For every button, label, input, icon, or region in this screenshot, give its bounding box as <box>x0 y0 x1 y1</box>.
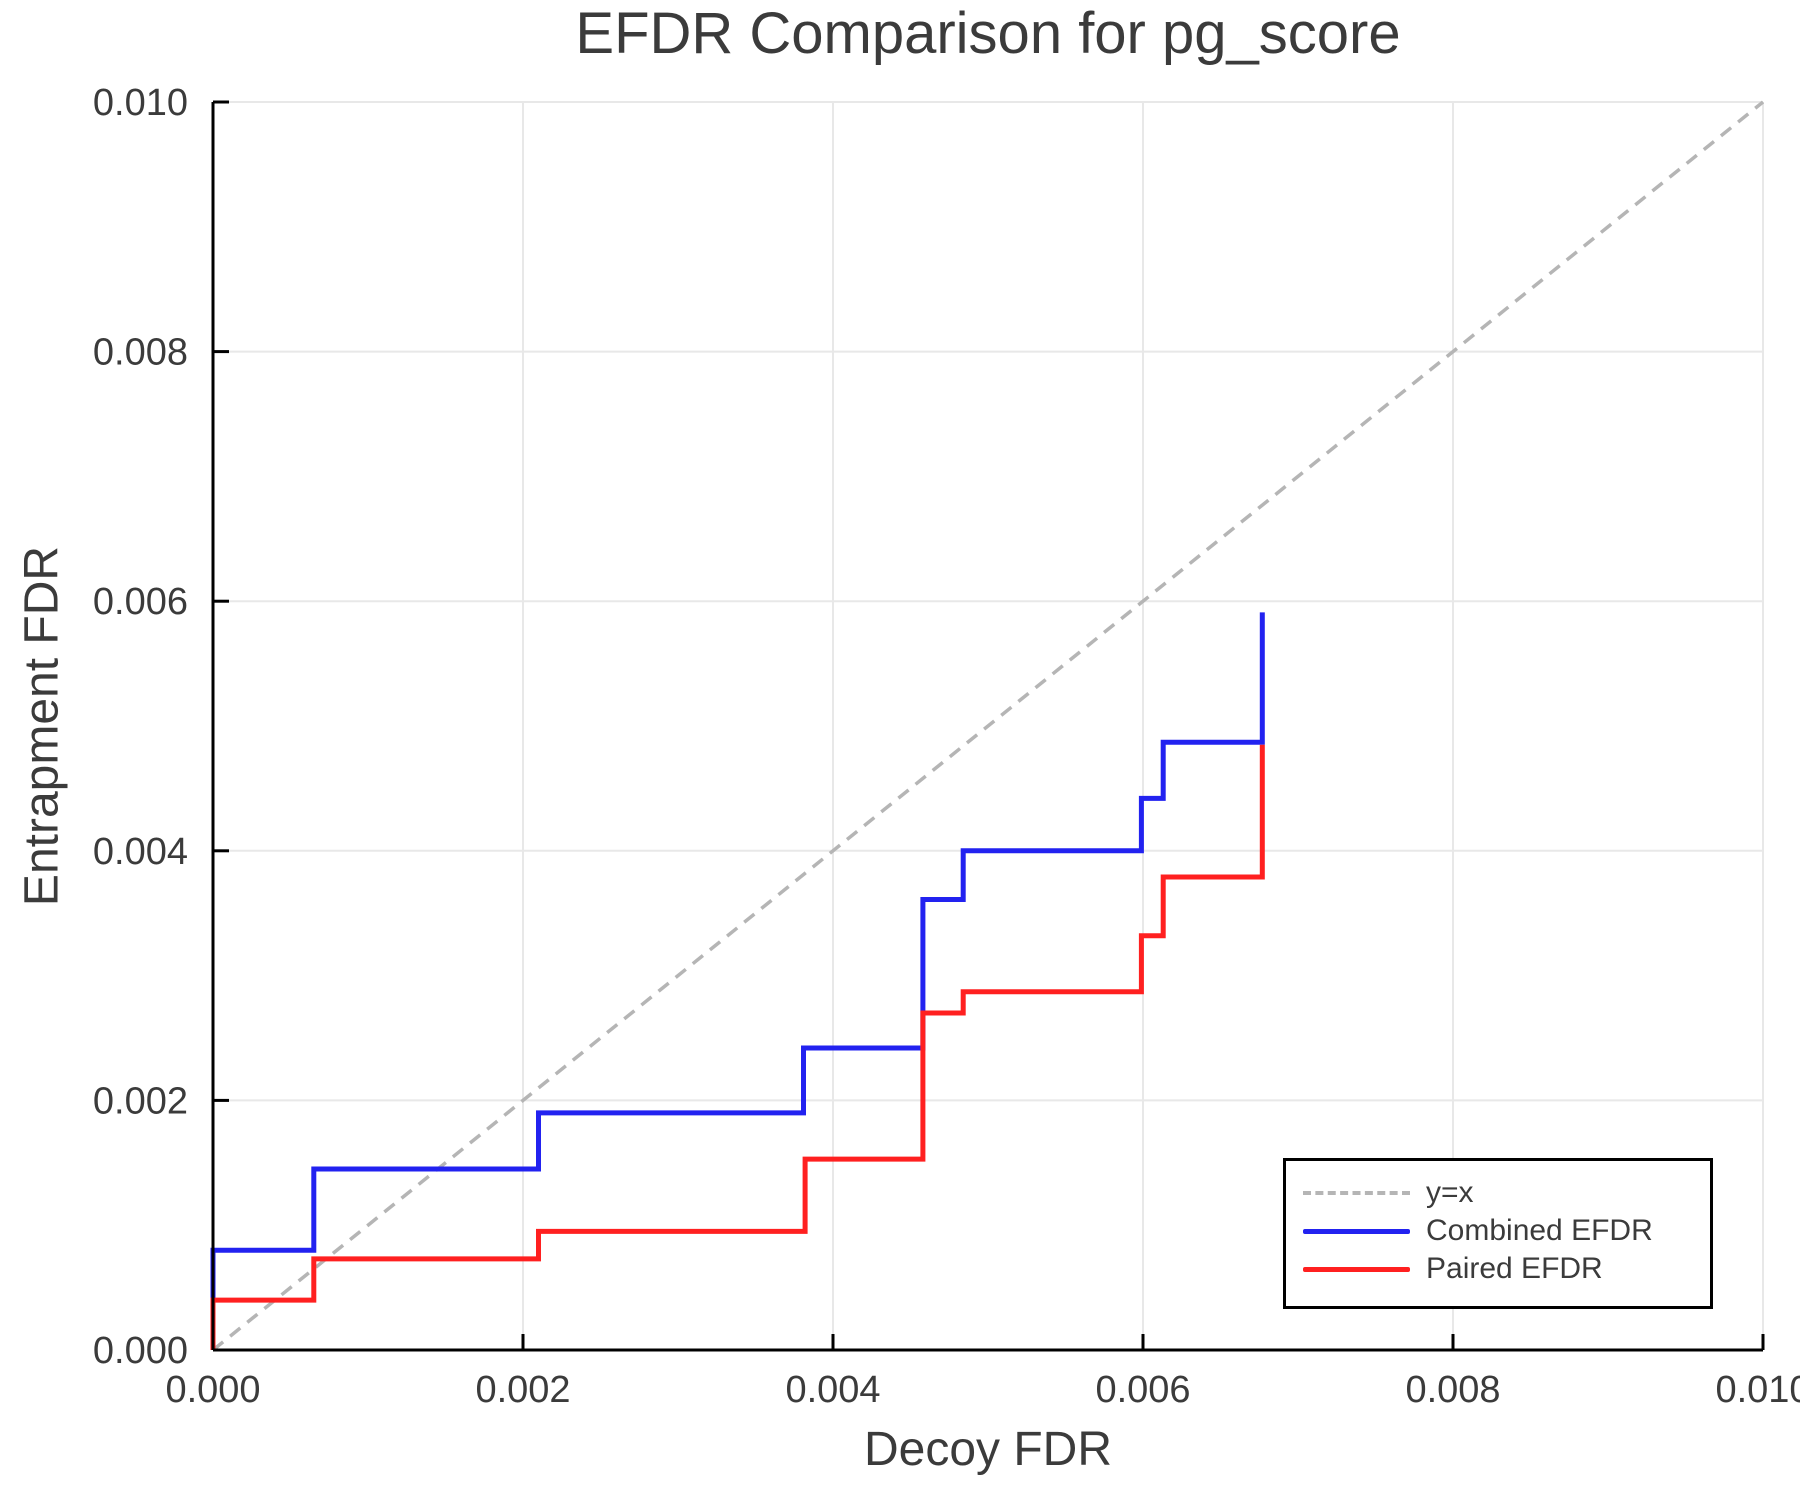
y-tick-label: 0.000 <box>93 1330 188 1372</box>
legend-item-combined-efdr: Combined EFDR <box>1303 1212 1710 1250</box>
x-tick-label: 0.008 <box>1405 1369 1500 1411</box>
series-line-combined-efdr <box>210 612 1265 1350</box>
x-axis-label: Decoy FDR <box>863 1423 1113 1476</box>
x-tick-label: 0.010 <box>1715 1369 1800 1411</box>
legend-blue-line-sample <box>1303 1228 1410 1234</box>
legend: y=x Combined EFDR Paired EFDR <box>1283 1158 1713 1309</box>
y-tick-label: 0.006 <box>93 581 188 623</box>
legend-dashed-line-sample <box>1303 1191 1410 1195</box>
legend-label: Paired EFDR <box>1426 1252 1603 1285</box>
y-axis-label: Entrapment FDR <box>15 545 69 907</box>
legend-red-line-sample <box>1303 1266 1410 1272</box>
chart-title: EFDR Comparison for pg_score <box>575 1 1401 66</box>
legend-label: y=x <box>1426 1176 1474 1209</box>
y-tick-label: 0.010 <box>93 82 188 124</box>
legend-label: Combined EFDR <box>1426 1214 1653 1247</box>
y-tick-label: 0.008 <box>93 332 188 374</box>
x-tick-label: 0.002 <box>475 1369 570 1411</box>
legend-item-paired-efdr: Paired EFDR <box>1303 1250 1710 1288</box>
legend-item-yx: y=x <box>1303 1174 1710 1212</box>
x-tick-label: 0.006 <box>1095 1369 1190 1411</box>
x-tick-label: 0.000 <box>165 1369 260 1411</box>
y-tick-label: 0.004 <box>93 831 188 873</box>
x-tick-label: 0.004 <box>785 1369 880 1411</box>
series-line-y-x <box>211 100 1765 1352</box>
series-line-paired-efdr <box>210 744 1265 1350</box>
y-tick-label: 0.002 <box>93 1080 188 1122</box>
